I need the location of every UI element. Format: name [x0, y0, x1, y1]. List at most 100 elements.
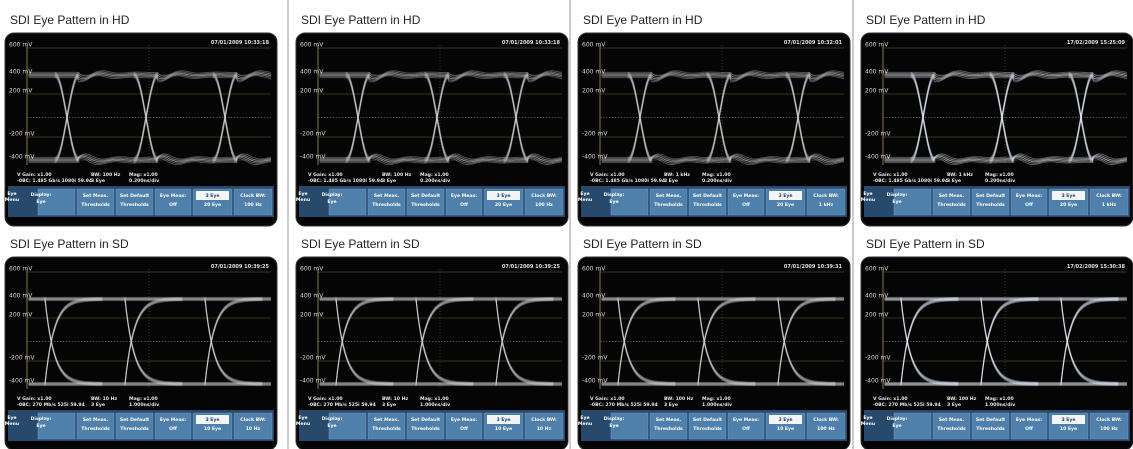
- scale-label: -200 mV: [582, 131, 608, 138]
- menu-button: [368, 189, 405, 215]
- menu-text: Eye: [892, 199, 901, 205]
- info-text: Mag: x1.00: [420, 396, 449, 402]
- menu-text: 3 Eye: [778, 417, 792, 423]
- menu-text: 10 Eye: [1060, 426, 1077, 432]
- menu-button: [368, 413, 405, 439]
- info-text: Mag: x1.00: [702, 396, 731, 402]
- screen: 17/02/2009 15:30:38600 mV400 mV200 mV-20…: [861, 257, 1133, 449]
- info-text: -0BC: 270 Mb/s 525i 59.94: [590, 402, 658, 408]
- menu-text: Thresholds: [937, 202, 966, 208]
- menu-text: Set Default: [120, 417, 150, 423]
- menu-text: Eye Meas:: [451, 417, 477, 423]
- menu-button: [116, 189, 153, 215]
- menu-text: 1 kHz: [1102, 202, 1117, 208]
- menu-text: Off: [169, 426, 177, 432]
- panel-title: SDI Eye Pattern in HD: [301, 13, 421, 27]
- menu-text: Off: [1025, 202, 1033, 208]
- menu-button: [689, 413, 726, 439]
- menu-text: Clock BW:: [1096, 193, 1122, 199]
- menu-text: Thresholds: [654, 202, 683, 208]
- menu-text: Display:: [322, 416, 343, 422]
- menu-text: 100 Hz: [817, 426, 835, 432]
- info-text: 3 Eye: [664, 178, 678, 184]
- menu-text: Set Default: [976, 417, 1006, 423]
- scale-label: 600 mV: [300, 42, 324, 49]
- info-text: BW: 10 Hz: [91, 396, 117, 402]
- info-text: -0BC: 1.485 Gb/s 1080i 59.94: [873, 178, 948, 184]
- menu-text: 3 Eye: [205, 193, 219, 199]
- info-text: Mag: x1.00: [985, 396, 1014, 402]
- info-text: Mag: x1.00: [702, 172, 731, 178]
- menu-text: Set Meas.: [939, 417, 965, 423]
- menu-text: Set Default: [976, 193, 1006, 199]
- menu-text: Eye: [892, 423, 901, 429]
- info-text: V Gain: x1.00: [590, 396, 625, 402]
- menu-text: Thresholds: [693, 426, 722, 432]
- menu-text: Eye: [609, 199, 618, 205]
- menu-text: Set Meas.: [83, 417, 109, 423]
- menu-text: Thresholds: [372, 202, 401, 208]
- menu-button: [650, 413, 687, 439]
- info-text: 3 Eye: [91, 402, 105, 408]
- menu-text: Set Default: [120, 193, 150, 199]
- menu-text: Thresholds: [120, 202, 149, 208]
- menu-text: 20 Eye: [777, 202, 794, 208]
- menu-button: [116, 413, 153, 439]
- menu-text: Set Meas.: [374, 193, 400, 199]
- menu-text: 3 Eye: [496, 193, 510, 199]
- panel: SDI Eye Pattern in SD17/02/2009 15:30:38…: [861, 237, 1133, 449]
- scale-label: 600 mV: [582, 42, 606, 49]
- menu-text: Thresholds: [81, 426, 110, 432]
- menu-text: Display:: [31, 192, 52, 198]
- info-text: 3 Eye: [91, 178, 105, 184]
- scale-label: 600 mV: [582, 266, 606, 273]
- info-text: BW: 10 Hz: [382, 396, 408, 402]
- info-text: 1.000ns/div: [702, 402, 732, 408]
- menu-text: Thresholds: [976, 202, 1005, 208]
- menu-button: [1090, 413, 1128, 439]
- menu-text: Menu: [5, 197, 19, 203]
- menu-text: 10 Eye: [495, 426, 512, 432]
- menu-text: Thresholds: [411, 426, 440, 432]
- menu-text: Display:: [887, 192, 908, 198]
- panel: SDI Eye Pattern in SD07/01/2009 10:39:25…: [296, 237, 568, 449]
- info-text: 3 Eye: [947, 402, 961, 408]
- menu-text: Menu: [296, 421, 310, 427]
- menu-text: Off: [460, 202, 468, 208]
- info-text: BW: 100 Hz: [382, 172, 412, 178]
- menu-text: Thresholds: [411, 202, 440, 208]
- info-text: V Gain: x1.00: [308, 172, 343, 178]
- menu-text: Eye: [298, 191, 307, 197]
- menu-button: [407, 413, 444, 439]
- page: SDI Eye Pattern in HD 07/01/2009 10:33:18…: [0, 0, 1133, 449]
- info-text: 3 Eye: [382, 402, 396, 408]
- menu-text: Menu: [578, 421, 592, 427]
- menu-text: Eye: [609, 423, 618, 429]
- menu-text: 1 kHz: [819, 202, 834, 208]
- menu-text: Clock BW:: [813, 417, 839, 423]
- menu-text: Clock BW:: [1096, 417, 1122, 423]
- menu-text: Off: [1025, 426, 1033, 432]
- info-text: V Gain: x1.00: [17, 172, 52, 178]
- menu-button: [1090, 189, 1128, 215]
- menu-text: Display:: [604, 192, 625, 198]
- menu-text: Off: [742, 202, 750, 208]
- menu-button: [933, 413, 970, 439]
- info-text: V Gain: x1.00: [873, 172, 908, 178]
- scale-label: 200 mV: [865, 88, 889, 95]
- menu-button: [407, 189, 444, 215]
- info-text: V Gain: x1.00: [308, 396, 343, 402]
- menu-text: Set Default: [411, 417, 441, 423]
- panel-title: SDI Eye Pattern in HD: [583, 13, 703, 27]
- info-text: -0BC: 270 Mb/s 525i 59.94: [873, 402, 941, 408]
- menu-text: Clock BW:: [531, 417, 557, 423]
- info-text: 0.200ns/div: [129, 178, 159, 184]
- menu-text: Eye: [580, 415, 589, 421]
- menu-text: Display:: [887, 416, 908, 422]
- info-text: BW: 100 Hz: [947, 396, 977, 402]
- screen: 07/01/2009 10:39:25600 mV400 mV200 mV-20…: [5, 257, 277, 449]
- scale-label: 600 mV: [300, 266, 324, 273]
